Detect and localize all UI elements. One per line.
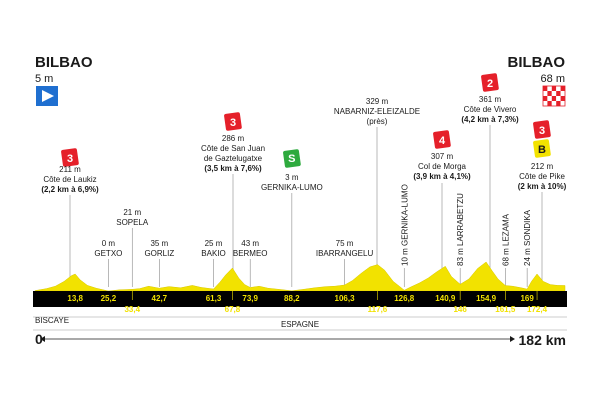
km-marker: 146 — [453, 305, 467, 314]
km-marker: 42,7 — [152, 294, 168, 303]
km-marker: 161,5 — [495, 305, 516, 314]
country-label: ESPAGNE — [281, 320, 319, 329]
place-name: IBARRANGELU — [316, 249, 374, 258]
bonus-badge-icon: B — [533, 139, 551, 158]
finish-flag-icon — [542, 85, 566, 107]
vertical-place-label: 10 m GERNIKA-LUMO — [400, 184, 409, 266]
place-name: SOPELA — [116, 218, 149, 227]
climb-name: Côte de San Juan — [201, 144, 265, 153]
axis-arrow-right-icon — [510, 336, 515, 342]
region-label: BISCAYE — [35, 316, 69, 325]
vertical-place-label: 68 m LEZAMA — [501, 213, 510, 266]
climb-category-badge-icon: 3 — [61, 148, 79, 167]
distance-start: 0 — [35, 331, 43, 347]
km-marker: 25,2 — [101, 294, 117, 303]
km-marker: 73,9 — [242, 294, 258, 303]
place-altitude: 75 m — [336, 239, 354, 248]
sprint-badge-icon: S — [283, 149, 301, 168]
finish-city: BILBAO — [508, 54, 566, 71]
climb-name: Col de Morga — [418, 162, 467, 171]
climb-detail: (3,9 km à 4,1%) — [413, 172, 471, 181]
place-altitude: 35 m — [150, 239, 168, 248]
place-name: GETXO — [94, 249, 122, 258]
km-marker: 13,8 — [67, 294, 83, 303]
svg-text:3: 3 — [539, 125, 545, 137]
sprint-altitude: 3 m — [285, 173, 299, 182]
km-marker: 172,4 — [527, 305, 548, 314]
profile-area — [34, 261, 566, 292]
climb-category-badge-icon: 2 — [481, 73, 499, 92]
place-name: GORLIZ — [144, 249, 174, 258]
place-name: BERMEO — [233, 249, 268, 258]
climb-altitude: 286 m — [222, 134, 245, 143]
svg-text:3: 3 — [67, 153, 73, 165]
climb-altitude: 212 m — [531, 162, 554, 171]
climb-name: Côte de Vivero — [464, 105, 517, 114]
svg-text:3: 3 — [230, 117, 236, 129]
climb-category-badge-icon: 3 — [224, 112, 242, 131]
place-altitude: 21 m — [123, 208, 141, 217]
km-marker: 106,3 — [335, 294, 356, 303]
km-marker: 154,9 — [476, 294, 497, 303]
start-flag-icon — [36, 86, 58, 106]
km-marker: 67,8 — [225, 305, 241, 314]
place-altitude: 0 m — [102, 239, 116, 248]
sprint-name: GERNIKA-LUMO — [261, 183, 323, 192]
climb-category-badge-icon: 3 — [533, 120, 551, 139]
start-city: BILBAO — [35, 54, 93, 71]
km-marker: 61,3 — [206, 294, 222, 303]
climb-detail: (2,2 km à 6,9%) — [41, 185, 99, 194]
summit-name: NABARNIZ-ELEIZALDE — [334, 107, 420, 116]
climb-detail: (4,2 km à 7,3%) — [461, 115, 519, 124]
km-marker: 169 — [520, 294, 534, 303]
climb-altitude: 307 m — [431, 152, 454, 161]
climb-altitude: 211 m — [59, 165, 81, 174]
climb-name: Côte de Pike — [519, 172, 565, 181]
svg-text:4: 4 — [439, 135, 446, 147]
climb-name: de Gaztelugatxe — [204, 154, 263, 163]
svg-text:2: 2 — [487, 78, 493, 90]
km-marker: 117,6 — [368, 305, 388, 314]
vertical-place-label: 83 m LARRABETZU — [456, 193, 465, 266]
km-band — [33, 291, 567, 307]
axis-arrow-left-icon — [40, 336, 45, 342]
distance-end: 182 km — [519, 332, 566, 348]
svg-text:B: B — [538, 144, 546, 156]
vertical-place-label: 24 m SONDIKA — [523, 209, 532, 266]
climb-detail: (3,5 km à 7,6%) — [204, 164, 262, 173]
finish-altitude: 68 m — [541, 73, 565, 85]
km-marker: 33,4 — [124, 305, 140, 314]
climb-category-badge-icon: 4 — [433, 130, 451, 149]
climb-altitude: 361 m — [479, 95, 502, 104]
climb-detail: (2 km à 10%) — [518, 182, 567, 191]
km-marker: 126,8 — [394, 294, 415, 303]
summit-altitude: 329 m — [366, 97, 389, 106]
km-marker: 88,2 — [284, 294, 300, 303]
start-altitude: 5 m — [35, 73, 53, 85]
svg-text:S: S — [288, 153, 295, 165]
place-altitude: 43 m — [241, 239, 259, 248]
place-altitude: 25 m — [205, 239, 223, 248]
km-marker: 140,9 — [435, 294, 456, 303]
summit-note: (près) — [367, 117, 388, 126]
place-name: BAKIO — [201, 249, 225, 258]
climb-name: Côte de Laukiz — [43, 175, 96, 184]
